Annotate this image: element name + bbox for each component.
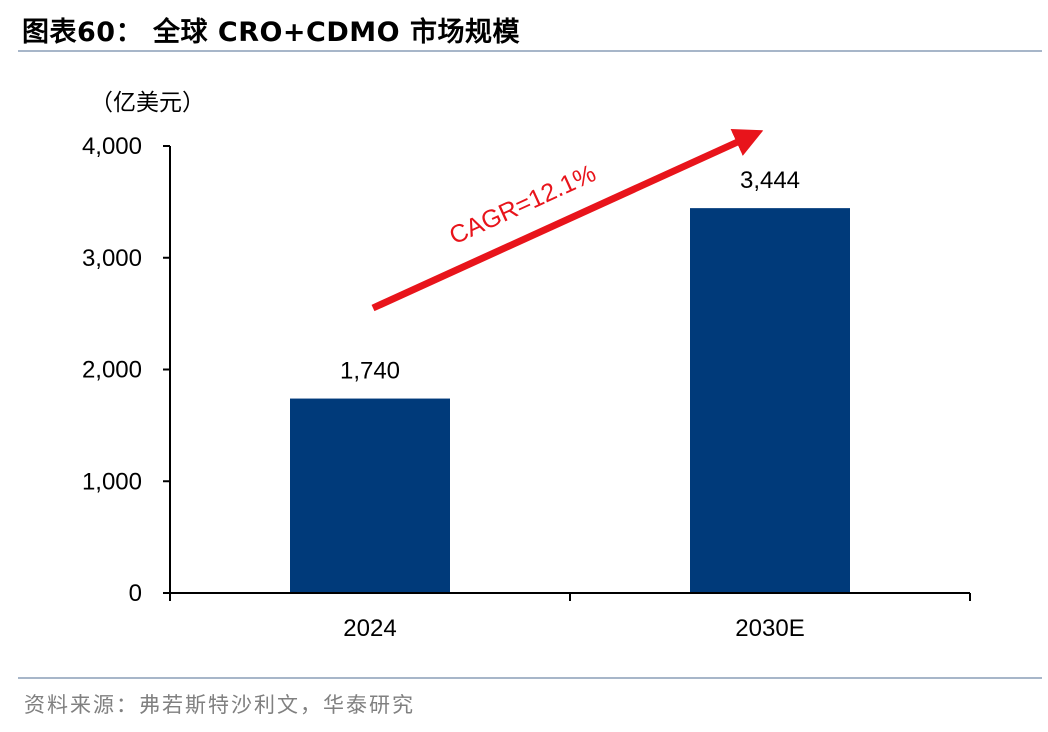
y-tick-label: 2,000	[82, 357, 142, 384]
x-tick-label-2024: 2024	[343, 615, 396, 642]
x-tick-label-2030E: 2030E	[735, 615, 804, 642]
source-divider	[18, 677, 1042, 679]
bars-layer	[290, 208, 850, 593]
value-label-2024: 1,740	[340, 358, 400, 385]
labels-layer: 1,740 2024 3,444 2030E 0 1,000 2,000 3,000 4,000	[82, 133, 805, 642]
bar-2030E	[690, 208, 850, 593]
y-axis-unit-label: （亿美元）	[90, 89, 205, 115]
y-tick-label: 4,000	[82, 133, 142, 160]
title-divider	[18, 50, 1042, 52]
axes-layer	[163, 145, 971, 601]
source-note: 资料来源：弗若斯特沙利文，华泰研究	[24, 693, 415, 717]
bar-chart: （亿美元） 1,740 2024 3,444 2030E 0 1,000 2,000 3,00…	[82, 89, 971, 642]
y-tick-label: 1,000	[82, 468, 142, 495]
value-label-2030E: 3,444	[740, 167, 800, 194]
y-tick-label: 0	[129, 580, 142, 607]
bar-2024	[290, 398, 450, 593]
y-tick-label: 3,000	[82, 245, 142, 272]
cagr-arrow	[371, 129, 764, 312]
figure-title: 图表60： 全球 CRO+CDMO 市场规模	[22, 17, 521, 48]
